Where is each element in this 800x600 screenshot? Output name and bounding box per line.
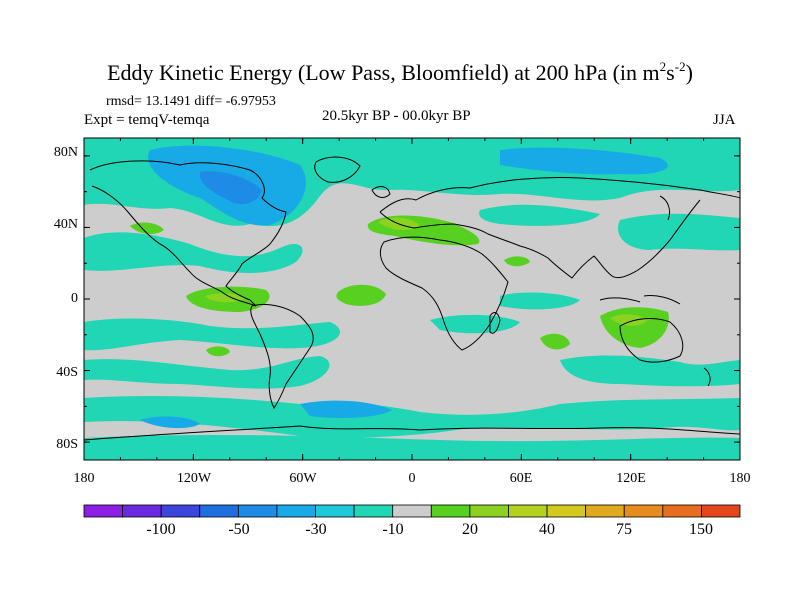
coast-british-isles: [371, 186, 391, 198]
drake-passage-low: [300, 400, 392, 418]
colorbar-swatch: [623, 504, 664, 518]
colorbar: [83, 504, 741, 518]
maritime-continent-peak: [610, 314, 648, 326]
coast-australia: [619, 318, 684, 363]
west-pacific-band: [618, 213, 740, 251]
south-indian-band: [560, 355, 740, 387]
map-field: [84, 138, 740, 460]
south-pacific-band: [84, 318, 340, 351]
colorbar-swatch: [160, 504, 201, 518]
colorbar-swatch: [122, 504, 162, 518]
colorbar-swatch: [276, 504, 316, 518]
colorbar-label: -100: [146, 521, 176, 538]
arabia-green-spot: [504, 256, 530, 267]
antarctic-band: [84, 434, 740, 460]
period-label: 20.5kyr BP - 00.0kyr BP: [322, 108, 471, 124]
colorbar-swatch: [585, 504, 625, 518]
colorbar-label: 150: [689, 521, 713, 538]
season-label: JJA: [713, 112, 736, 128]
colorbar-label: -30: [305, 521, 327, 538]
coast-antarctica: [84, 425, 740, 441]
coast-africa: [379, 236, 509, 351]
coast-south-america: [250, 303, 314, 409]
atlantic-green-spot: [336, 284, 386, 306]
coast-madagascar: [489, 312, 501, 334]
pacific-green-spot: [130, 222, 164, 235]
lon-label-60e: 60E: [509, 471, 533, 486]
colorbar-label: 20: [462, 521, 478, 538]
colorbar-label: 75: [616, 521, 632, 538]
lat-label-40n: 40N: [53, 217, 78, 232]
stats-text: rmsd= 13.1491 diff= -6.97953: [106, 94, 276, 109]
colorbar-swatch: [199, 504, 239, 518]
lon-label-180e: 180: [729, 471, 751, 486]
coast-japan: [659, 195, 671, 221]
lat-label-80n: 80N: [53, 145, 78, 160]
coast-eurasia: [379, 176, 740, 279]
indian-ocean-band: [500, 292, 580, 310]
colorbar-swatch: [701, 504, 741, 518]
colorbar-swatch: [508, 504, 548, 518]
north-pacific-band: [84, 232, 303, 273]
coast-north-america: [89, 160, 287, 307]
indian-ocean-green-spot: [540, 333, 570, 350]
experiment-label: Expt = temqV-temqa: [84, 112, 210, 128]
coast-new-zealand: [703, 367, 711, 387]
siberia-low: [500, 147, 668, 175]
south-america-green-spot: [206, 346, 230, 357]
coast-indonesia: [599, 295, 681, 305]
colorbar-swatch: [430, 504, 471, 518]
lon-label-60w: 60W: [289, 471, 317, 486]
ross-sea-low: [140, 416, 200, 429]
asia-band: [479, 204, 600, 226]
colorbar-swatch: [353, 504, 394, 518]
plot-title: Eddy Kinetic Energy (Low Pass, Bloomfiel…: [107, 59, 693, 85]
colorbar-swatch: [546, 504, 587, 518]
tropical-pacific-peak: [205, 293, 246, 303]
colorbar-label: -50: [228, 521, 250, 538]
lat-label-40s: 40S: [56, 365, 78, 380]
labrador-low: [199, 171, 262, 205]
lat-label-eq: 0: [71, 291, 78, 306]
colorbar-swatch: [315, 504, 355, 518]
colorbar-swatch: [83, 504, 123, 518]
colorbar-label: -10: [382, 521, 404, 538]
axis-ticks: [83, 138, 741, 460]
coast-greenland: [314, 156, 361, 183]
colorbar-swatch: [662, 504, 702, 518]
south-pacific-band-2: [84, 356, 330, 389]
lon-label-120e: 120E: [616, 471, 646, 486]
lon-label-0: 0: [408, 471, 416, 486]
lon-label-120w: 120W: [176, 471, 212, 486]
coastlines: [84, 156, 740, 441]
lat-label-80s: 80S: [56, 437, 78, 452]
colorbar-swatch: [469, 504, 509, 518]
lon-label-180w: 180: [73, 471, 95, 486]
colorbar-label: 40: [539, 521, 555, 538]
colorbar-swatch: [237, 504, 278, 518]
colorbar-swatch: [392, 504, 432, 518]
